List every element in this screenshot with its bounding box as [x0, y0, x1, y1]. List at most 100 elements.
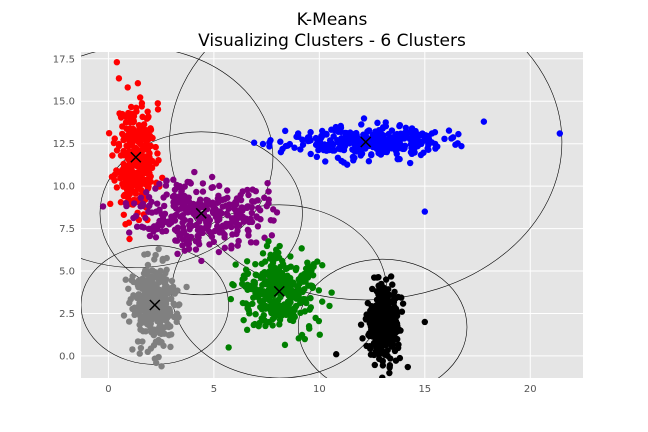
data-point — [152, 143, 159, 151]
data-point — [126, 235, 133, 243]
data-point — [318, 132, 325, 140]
data-point — [252, 260, 259, 268]
data-point — [214, 223, 221, 230]
data-point — [432, 145, 439, 152]
data-point — [291, 313, 299, 321]
data-point — [378, 280, 385, 288]
data-point — [149, 267, 156, 274]
data-point — [215, 248, 223, 256]
data-point — [256, 297, 264, 305]
data-point — [195, 218, 203, 225]
data-point — [203, 196, 210, 204]
chart-title: K-Means — [297, 10, 368, 30]
data-point — [105, 129, 113, 137]
data-point — [261, 291, 269, 299]
data-point — [322, 142, 329, 149]
data-point — [242, 215, 250, 222]
data-point — [152, 185, 159, 192]
data-point — [410, 138, 417, 145]
data-point — [158, 211, 165, 218]
data-point — [159, 325, 166, 332]
data-point — [179, 242, 186, 249]
data-point — [299, 136, 306, 143]
data-point — [109, 152, 116, 159]
data-point — [265, 196, 272, 203]
data-point — [155, 353, 162, 361]
x-tick-label: 5 — [211, 384, 217, 395]
data-point — [149, 134, 156, 142]
data-point — [244, 286, 251, 293]
data-point — [393, 150, 400, 158]
data-point — [131, 304, 138, 311]
centroid-marker — [360, 136, 372, 148]
data-point — [250, 139, 258, 146]
data-point — [371, 361, 378, 369]
data-point — [210, 238, 218, 246]
data-point — [364, 128, 371, 135]
data-point — [179, 223, 187, 231]
data-point — [266, 305, 273, 312]
data-point — [377, 151, 385, 158]
data-point — [406, 159, 414, 167]
data-point — [185, 237, 192, 244]
data-point — [143, 189, 150, 196]
data-point — [219, 203, 226, 210]
data-point — [154, 200, 161, 207]
data-point — [132, 212, 140, 220]
x-tick-label: 0 — [105, 384, 111, 395]
data-point — [384, 296, 391, 303]
data-point — [250, 278, 257, 285]
data-point — [387, 273, 395, 280]
data-point — [305, 323, 313, 330]
data-point — [158, 301, 165, 308]
data-point — [396, 122, 403, 130]
data-point — [357, 149, 365, 156]
data-point — [323, 147, 330, 154]
data-point — [171, 290, 178, 297]
data-point — [133, 223, 141, 230]
data-point — [269, 259, 277, 266]
data-point — [282, 127, 289, 135]
data-point — [399, 300, 407, 307]
centroid-marker — [130, 151, 142, 163]
data-point — [182, 206, 189, 214]
data-point — [394, 344, 402, 352]
data-point — [199, 180, 207, 187]
data-point — [398, 308, 406, 315]
data-point — [172, 205, 180, 212]
data-point — [152, 234, 160, 241]
data-point — [144, 163, 152, 171]
data-point — [118, 171, 125, 179]
data-point — [133, 108, 140, 115]
y-tick-label: 17.5 — [53, 54, 75, 65]
data-point — [163, 191, 170, 198]
data-point — [137, 344, 145, 352]
data-point — [136, 94, 144, 101]
data-point — [138, 100, 146, 107]
data-point — [316, 331, 323, 338]
data-point — [170, 199, 177, 206]
centroid-marker — [195, 207, 207, 219]
data-point — [224, 194, 231, 202]
data-point — [165, 287, 173, 294]
data-point — [156, 217, 163, 225]
data-point — [125, 285, 132, 292]
data-point — [268, 232, 276, 239]
data-point — [198, 257, 205, 265]
data-point — [322, 158, 329, 165]
data-point — [120, 211, 128, 218]
x-tick-label: 10 — [313, 384, 326, 395]
data-point — [232, 261, 239, 268]
data-point — [297, 309, 304, 317]
data-point — [252, 311, 259, 318]
data-point — [152, 208, 160, 215]
data-point — [252, 271, 259, 278]
data-point — [169, 214, 176, 221]
data-point — [225, 205, 232, 212]
data-point — [391, 312, 399, 319]
data-point — [107, 200, 114, 208]
data-point — [264, 280, 272, 288]
data-point — [113, 167, 120, 174]
data-point — [152, 223, 159, 231]
data-point — [382, 119, 389, 126]
